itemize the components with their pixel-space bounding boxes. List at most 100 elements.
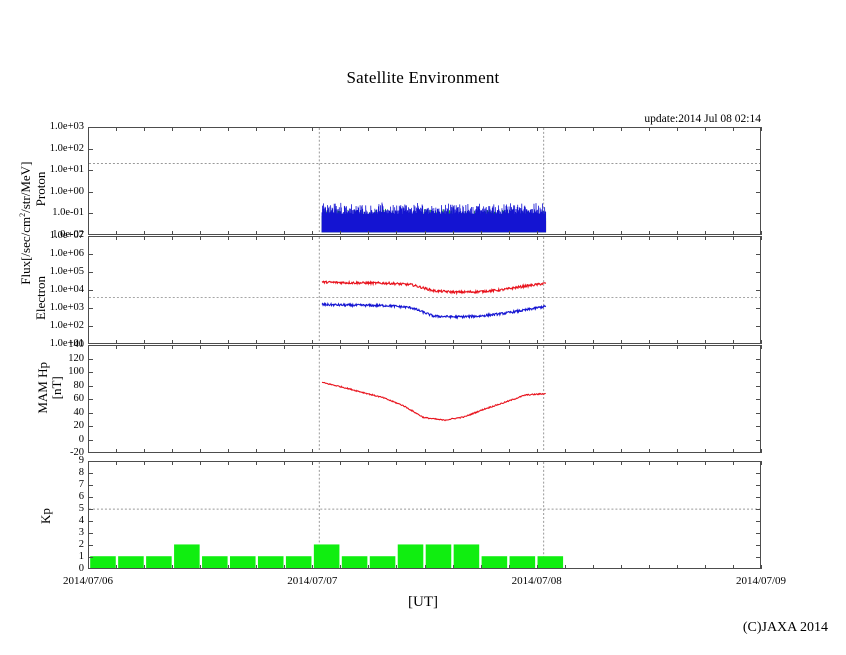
ytick-mark-proton: [88, 191, 93, 193]
xtick-mark: [368, 449, 370, 453]
xtick-mark: [228, 231, 230, 235]
ytick-mark-mam-hp: [88, 372, 93, 373]
xtick-mark: [340, 340, 342, 344]
ytick-label-electron: 1.0e+01: [49, 337, 84, 349]
kp-bar[interactable]: [369, 556, 396, 568]
xtick-mark: [116, 231, 118, 235]
xtick-mark: [761, 231, 762, 235]
xtick-mark: [144, 340, 146, 344]
xtick-mark: [620, 236, 622, 240]
kp-bar[interactable]: [341, 556, 368, 568]
ytick-mark-proton: [756, 191, 761, 193]
xtick-mark: [536, 565, 538, 569]
xtick-mark: [312, 449, 314, 453]
ytick-label-kp: 8: [78, 466, 84, 478]
kp-bar[interactable]: [425, 544, 452, 568]
xtick-mark: [228, 345, 230, 349]
xtick-mark: [564, 340, 566, 344]
xtick-mark: [368, 565, 370, 569]
ytick-label-mam-hp: 60: [73, 392, 85, 404]
xtick-mark: [620, 449, 622, 453]
xtick-mark: [88, 345, 89, 349]
mam-hp-plot-area: [318, 346, 546, 452]
xtick-mark: [200, 345, 202, 349]
panel-kp: [88, 461, 761, 569]
kp-bar[interactable]: [257, 556, 284, 568]
ytick-label-mam-hp: 0: [78, 433, 84, 445]
ytick-mark-electron: [756, 272, 761, 273]
ytick-mark-kp: [756, 533, 761, 534]
kp-bar[interactable]: [229, 556, 256, 568]
xtick-mark: [732, 231, 734, 235]
xtick-mark: [648, 461, 650, 465]
update-timestamp: update:2014 Jul 08 02:14: [644, 113, 761, 125]
xtick-mark: [88, 236, 89, 240]
xtick-mark: [452, 127, 454, 131]
ytick-label-proton: 1.0e-01: [52, 207, 84, 219]
ytick-mark-kp: [88, 545, 93, 546]
xtick-mark: [284, 340, 286, 344]
xtick-mark: [480, 449, 482, 453]
xtick-mark: [340, 449, 342, 453]
xtick-mark: [508, 127, 510, 131]
ytick-mark-kp: [756, 545, 761, 546]
xtick-mark: [312, 231, 314, 235]
xtick-mark: [144, 461, 146, 465]
xtick-mark: [284, 565, 286, 569]
ytick-mark-kp: [88, 473, 93, 474]
xtick-mark: [564, 565, 566, 569]
kp-bar[interactable]: [481, 556, 508, 568]
kp-bar[interactable]: [202, 556, 228, 568]
kp-bar[interactable]: [509, 556, 536, 568]
xtick-mark: [648, 231, 650, 235]
xtick-mark: [704, 565, 706, 569]
xtick-mark: [536, 449, 538, 453]
ytick-mark-kp: [88, 497, 93, 498]
kp-bar[interactable]: [537, 556, 564, 568]
xtick-mark: [452, 236, 454, 240]
ytick-mark-mam-hp: [756, 399, 761, 400]
ytick-mark-kp: [88, 485, 93, 486]
trace-electron-red: [321, 279, 547, 296]
xtick-mark: [564, 461, 566, 465]
flux-exponent: 2: [17, 212, 27, 217]
xtick-mark: [424, 449, 426, 453]
xtick-mark: [200, 236, 202, 240]
xtick-mark: [704, 231, 706, 235]
copyright-notice: (C)JAXA 2014: [742, 620, 828, 635]
xtick-mark: [732, 345, 734, 349]
ytick-mark-proton: [756, 213, 761, 215]
kp-bar[interactable]: [174, 544, 200, 568]
xtick-mark: [480, 345, 482, 349]
xtick-mark: [508, 345, 510, 349]
xtick-mark: [761, 449, 762, 453]
xtick-mark: [312, 127, 314, 131]
kp-bar[interactable]: [453, 544, 480, 568]
xtick-mark: [144, 236, 146, 240]
ytick-mark-electron: [88, 308, 93, 309]
xtick-mark: [88, 449, 89, 453]
ytick-mark-kp: [756, 521, 761, 522]
xtick-mark: [564, 127, 566, 131]
xtick-mark: [592, 345, 594, 349]
xtick-mark: [620, 345, 622, 349]
kp-bar[interactable]: [146, 556, 172, 568]
kp-bar[interactable]: [397, 544, 424, 568]
trace-mam-hp-red: [321, 381, 546, 422]
ytick-mark-electron: [756, 290, 761, 291]
xtick-mark: [144, 345, 146, 349]
xtick-mark: [396, 461, 398, 465]
kp-bar[interactable]: [90, 556, 116, 568]
xtick-mark: [592, 565, 594, 569]
xtick-mark: [676, 461, 678, 465]
kp-bar[interactable]: [118, 556, 144, 568]
xtick-mark: [172, 565, 174, 569]
xtick-mark: [256, 449, 258, 453]
xtick-label: 2014/07/08: [511, 575, 562, 587]
kp-bar[interactable]: [313, 544, 340, 568]
ytick-label-mam-hp: 80: [73, 379, 85, 391]
ytick-mark-mam-hp: [88, 358, 93, 360]
xtick-mark: [172, 231, 174, 235]
kp-bar[interactable]: [285, 556, 312, 568]
xtick-mark: [284, 461, 286, 465]
